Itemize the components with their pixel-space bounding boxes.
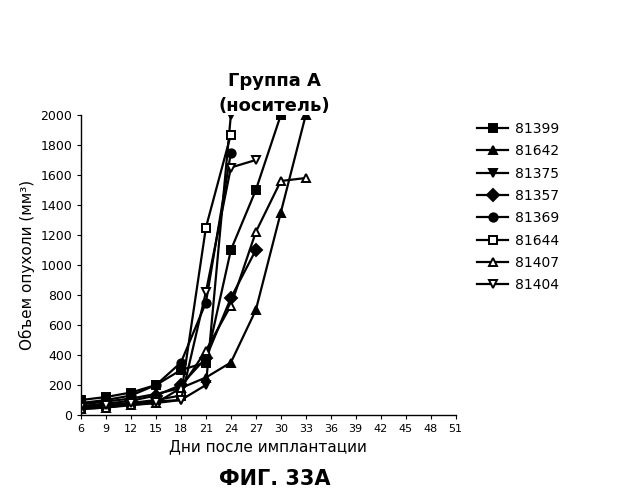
81642 <box>302 112 310 118</box>
Legend: 81399, 81642, 81375, 81357, 81369, 81644, 81407, 81404: 81399, 81642, 81375, 81357, 81369, 81644… <box>477 122 559 292</box>
81407 <box>252 229 260 235</box>
81404 <box>152 398 160 404</box>
81369 <box>127 392 135 398</box>
81642 <box>102 398 110 404</box>
81644 <box>227 132 235 138</box>
Text: Группа А: Группа А <box>228 72 321 90</box>
81642 <box>277 210 285 216</box>
81407 <box>302 175 310 181</box>
Line: 81375: 81375 <box>77 111 235 413</box>
81369 <box>102 397 110 403</box>
81642 <box>227 360 235 366</box>
81357 <box>152 392 160 398</box>
81644 <box>202 224 210 230</box>
81407 <box>102 404 110 410</box>
81375 <box>77 406 85 412</box>
81404 <box>102 402 110 408</box>
81357 <box>202 355 210 361</box>
81644 <box>77 404 85 410</box>
81399 <box>177 367 185 373</box>
81357 <box>177 382 185 388</box>
Text: ФИГ. 33А: ФИГ. 33А <box>219 469 330 489</box>
81399 <box>227 247 235 253</box>
81375 <box>202 382 210 388</box>
Line: 81407: 81407 <box>77 174 310 413</box>
81407 <box>277 178 285 184</box>
Line: 81404: 81404 <box>77 156 260 411</box>
81369 <box>227 150 235 156</box>
81399 <box>102 394 110 400</box>
81375 <box>177 397 185 403</box>
Line: 81642: 81642 <box>77 111 310 408</box>
81357 <box>227 295 235 301</box>
81357 <box>252 247 260 253</box>
Line: 81369: 81369 <box>77 148 235 407</box>
81404 <box>227 164 235 170</box>
81644 <box>152 397 160 403</box>
81399 <box>277 112 285 118</box>
81644 <box>177 392 185 398</box>
81399 <box>77 397 85 403</box>
81644 <box>102 403 110 409</box>
81642 <box>127 396 135 402</box>
Line: 81357: 81357 <box>77 246 260 410</box>
X-axis label: Дни после имплантации: Дни после имплантации <box>169 440 368 454</box>
Text: (носитель): (носитель) <box>219 97 330 115</box>
81407 <box>127 402 135 408</box>
81407 <box>202 348 210 354</box>
81642 <box>202 374 210 380</box>
81399 <box>152 382 160 388</box>
81399 <box>252 187 260 193</box>
81404 <box>202 289 210 295</box>
81357 <box>102 401 110 407</box>
81369 <box>77 400 85 406</box>
81642 <box>77 402 85 407</box>
81407 <box>177 385 185 391</box>
Y-axis label: Объем опухоли (мм³): Объем опухоли (мм³) <box>19 180 35 350</box>
81404 <box>127 400 135 406</box>
81404 <box>252 157 260 163</box>
81642 <box>252 307 260 313</box>
81375 <box>152 400 160 406</box>
81642 <box>177 385 185 391</box>
81357 <box>77 403 85 409</box>
81407 <box>77 406 85 412</box>
81369 <box>202 300 210 306</box>
81375 <box>227 112 235 118</box>
Line: 81399: 81399 <box>77 111 285 404</box>
Line: 81644: 81644 <box>77 130 235 412</box>
81404 <box>177 397 185 403</box>
81407 <box>152 400 160 406</box>
81369 <box>177 360 185 366</box>
81375 <box>127 402 135 407</box>
81642 <box>152 391 160 397</box>
81404 <box>77 404 85 410</box>
81375 <box>102 404 110 410</box>
81399 <box>202 360 210 366</box>
81399 <box>127 390 135 396</box>
81357 <box>127 398 135 404</box>
81644 <box>127 400 135 406</box>
81407 <box>227 302 235 308</box>
81369 <box>152 382 160 388</box>
